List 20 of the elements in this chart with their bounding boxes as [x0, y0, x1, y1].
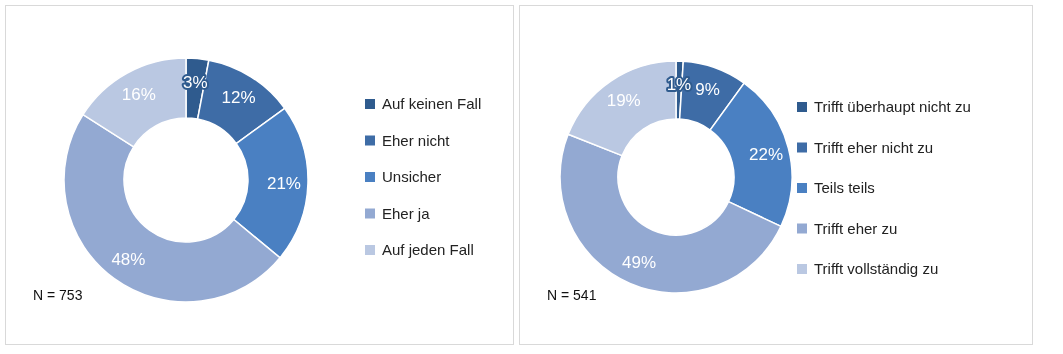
legend-label: Trifft eher zu [814, 219, 898, 237]
legend-label: Eher ja [382, 204, 431, 222]
legend-label: Auf keinen Fall [382, 95, 482, 113]
data-label: 19% [606, 91, 641, 111]
data-label: 21% [266, 174, 301, 194]
legend-label: Trifft überhaupt nicht zu [814, 98, 971, 116]
text: N = 541 [547, 287, 597, 303]
data-label: 22% [749, 144, 784, 164]
legend-label: Unsicher [382, 168, 442, 186]
data-label: 9% [695, 80, 720, 100]
data-label: 16% [121, 85, 156, 105]
legend-label: Eher nicht [382, 131, 451, 149]
legend-label: Teils teils [814, 179, 875, 197]
legend-label: Auf jeden Fall [382, 241, 474, 259]
data-label: 48% [111, 250, 146, 270]
legend-label: Trifft eher nicht zu [814, 138, 934, 156]
legend-label: Trifft vollständig zu [814, 260, 939, 278]
data-label: 49% [622, 253, 657, 273]
text: N = 753 [33, 287, 83, 303]
data-label: 12% [221, 88, 256, 108]
